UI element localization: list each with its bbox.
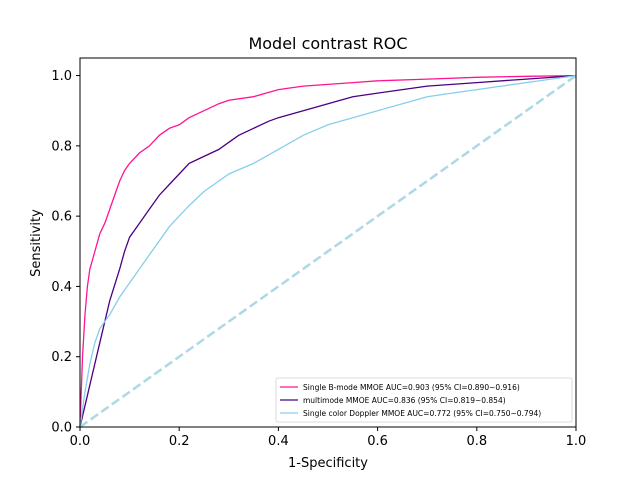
legend-box — [275, 377, 573, 423]
x-tick-label: 0.2 — [169, 434, 190, 449]
roc-curve-doppler — [79, 74, 577, 428]
x-tick-label: 0.8 — [466, 434, 487, 449]
y-tick-label: 0.8 — [51, 139, 72, 154]
y-tick-label: 0.4 — [51, 280, 72, 295]
x-axis-label: 1-Specificity — [288, 456, 368, 471]
y-tick-label: 0.2 — [51, 350, 72, 365]
y-tick-label: 1.0 — [51, 69, 72, 84]
x-tick-label: 0.0 — [70, 434, 91, 449]
legend: Single B-mode MMOE AUC=0.903 (95% CI=0.8… — [275, 377, 573, 423]
legend-label-bmode: Single B-mode MMOE AUC=0.903 (95% CI=0.8… — [303, 383, 520, 392]
chance-diagonal-line — [79, 74, 577, 429]
x-axis-ticks: 0.0 0.2 0.4 0.6 0.8 1.0 — [70, 427, 587, 449]
y-axis-ticks: 0.0 0.2 0.4 0.6 0.8 1.0 — [51, 69, 80, 436]
chart-title: Model contrast ROC — [248, 34, 407, 53]
y-tick-label: 0.6 — [51, 210, 72, 225]
roc-curve-bmode — [79, 74, 577, 428]
roc-curve-multimode — [79, 74, 577, 428]
y-axis-label: Sensitivity — [29, 209, 44, 277]
roc-curves — [79, 74, 577, 429]
legend-label-multimode: multimode MMOE AUC=0.836 (95% CI=0.819~0… — [303, 396, 506, 405]
x-tick-label: 1.0 — [566, 434, 587, 449]
legend-label-doppler: Single color Doppler MMOE AUC=0.772 (95%… — [303, 409, 541, 418]
x-tick-label: 0.4 — [268, 434, 289, 449]
y-tick-label: 0.0 — [51, 421, 72, 436]
x-tick-label: 0.6 — [367, 434, 388, 449]
plot-frame — [79, 57, 577, 428]
